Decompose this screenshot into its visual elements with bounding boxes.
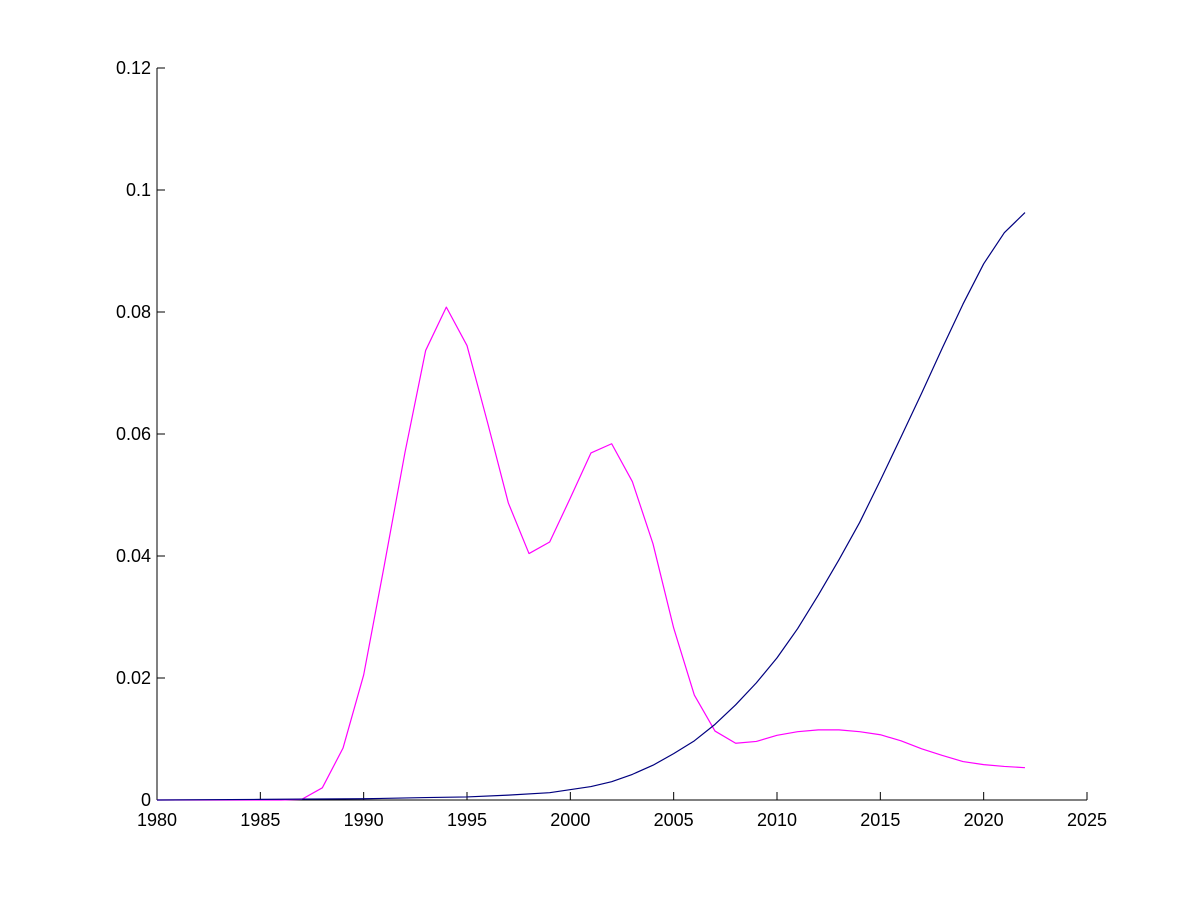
y-tick-label: 0.06 — [116, 424, 151, 444]
y-tick-label: 0.04 — [116, 546, 151, 566]
series-line-1 — [157, 306, 1026, 801]
x-tick-label: 1980 — [137, 810, 177, 830]
y-tick-label: 0.12 — [116, 58, 151, 78]
x-tick-label: 2005 — [654, 810, 694, 830]
x-tick-label: 1990 — [344, 810, 384, 830]
y-tick-label: 0 — [141, 790, 151, 810]
x-tick-label: 2015 — [860, 810, 900, 830]
y-tick-label: 0.1 — [126, 180, 151, 200]
x-tick-label: 2010 — [757, 810, 797, 830]
y-tick-label: 0.08 — [116, 302, 151, 322]
series-layer — [156, 212, 1026, 801]
x-tick-label: 1995 — [447, 810, 487, 830]
axes: 1980 1985 1990 1995 2000 2005 2010 2015 2020 2025… — [116, 58, 1107, 830]
x-tick-label: 2020 — [964, 810, 1004, 830]
y-tick-label: 0.02 — [116, 668, 151, 688]
x-tick-label: 2000 — [550, 810, 590, 830]
x-tick-label: 1985 — [240, 810, 280, 830]
x-tick-label: 2025 — [1067, 810, 1107, 830]
series-line-2 — [156, 212, 1026, 801]
